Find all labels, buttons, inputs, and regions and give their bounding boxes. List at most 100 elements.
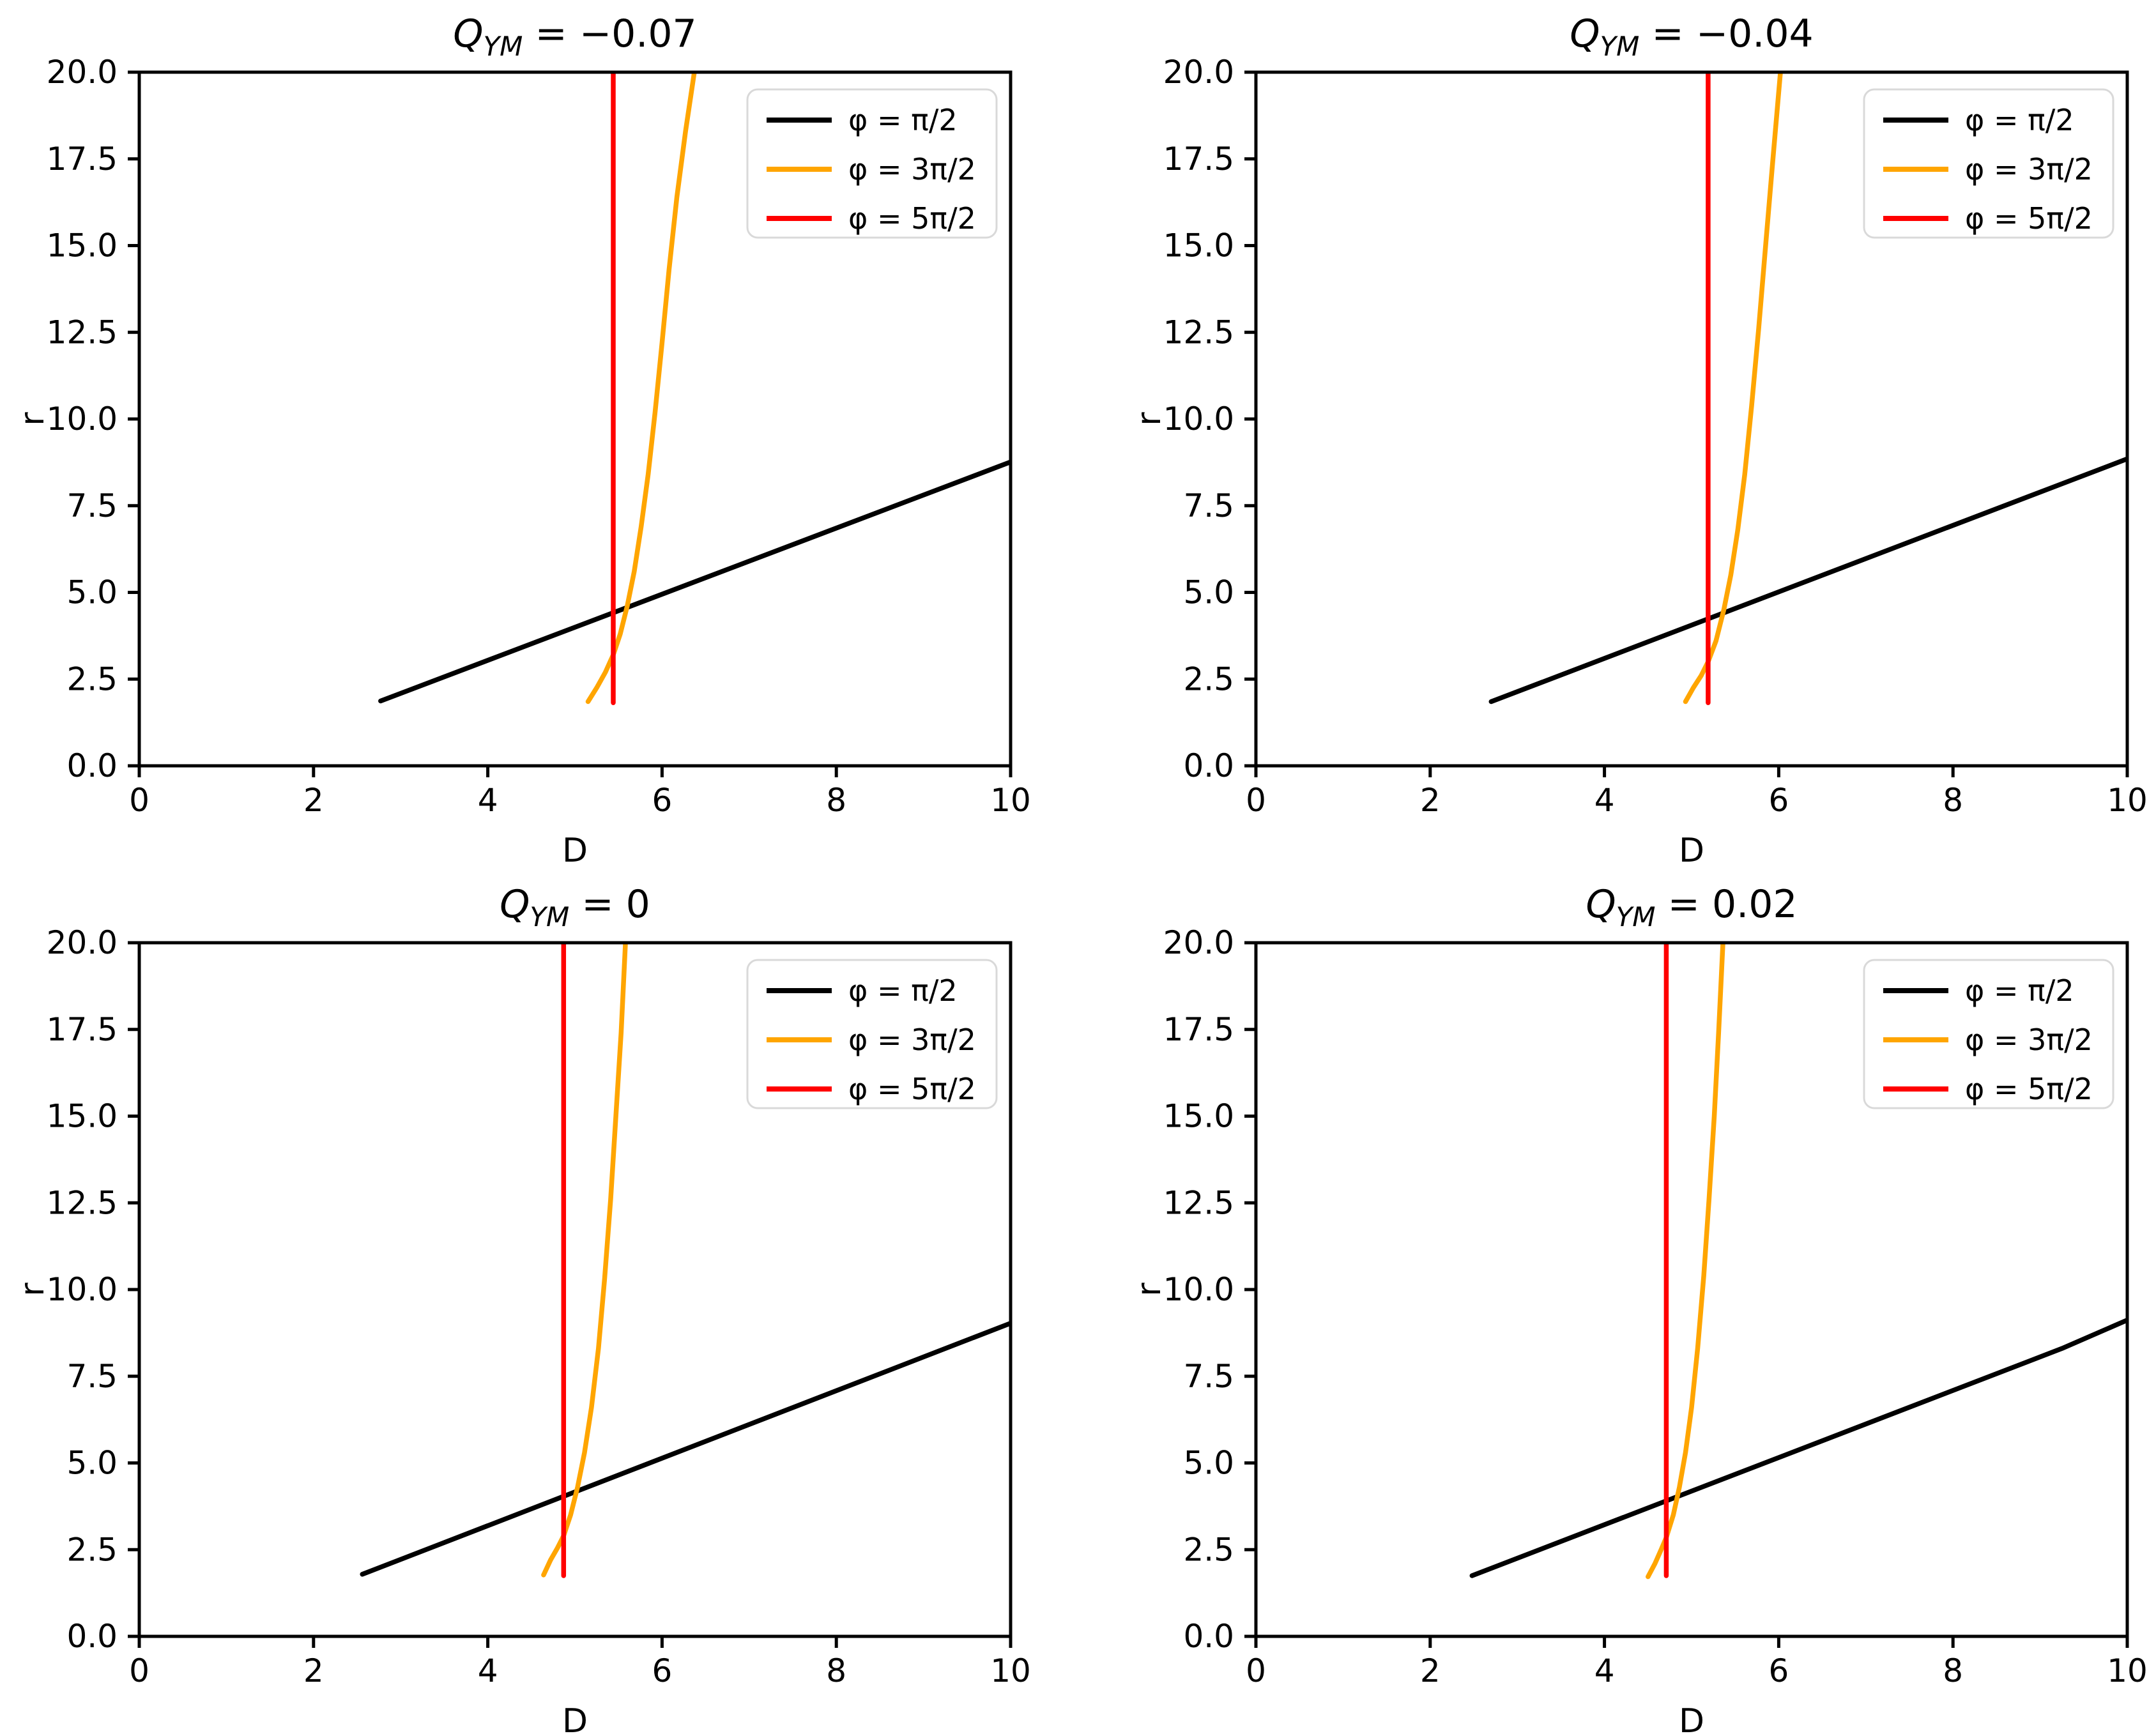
y-tick-label: 5.0 (1183, 574, 1234, 611)
y-tick-label: 17.5 (1163, 1011, 1234, 1048)
y-tick-label: 15.0 (47, 1098, 118, 1135)
series-line-phi-pi-2 (360, 1320, 1011, 1577)
legend-label: φ = 5π/2 (848, 1072, 976, 1106)
legend-label: φ = 3π/2 (1965, 152, 2093, 187)
x-axis-label: D (562, 832, 588, 870)
y-tick-label: 0.0 (66, 747, 118, 784)
y-tick-label: 2.5 (66, 1531, 118, 1568)
x-tick-label: 0 (129, 1652, 149, 1689)
y-tick-label: 20.0 (47, 54, 118, 91)
x-tick-label: 0 (1246, 1652, 1266, 1689)
subplot-title: QYM = 0 (500, 882, 650, 933)
legend-frame (746, 88, 998, 239)
legend-label: φ = 5π/2 (1965, 1072, 2093, 1106)
x-tick-label: 2 (1420, 1652, 1441, 1689)
x-tick-label: 8 (1943, 782, 1963, 819)
legend-label: φ = 5π/2 (848, 201, 976, 236)
x-tick-label: 2 (303, 1652, 324, 1689)
y-tick-label: 15.0 (47, 227, 118, 264)
y-tick-label: 10.0 (47, 1271, 118, 1308)
x-tick-label: 10 (2107, 782, 2148, 819)
y-tick-label: 20.0 (47, 924, 118, 961)
y-tick-label: 17.5 (47, 141, 118, 178)
x-tick-label: 0 (129, 782, 149, 819)
legend: φ = π/2 φ = 3π/2 φ = 5π/2 (1863, 88, 2114, 239)
y-tick-label: 12.5 (47, 314, 118, 351)
legend-label: φ = 5π/2 (1965, 201, 2093, 236)
x-tick-label: 4 (1594, 782, 1615, 819)
x-tick-label: 6 (1768, 782, 1789, 819)
y-tick-label: 12.5 (1163, 314, 1234, 351)
x-tick-label: 0 (1246, 782, 1266, 819)
y-tick-label: 0.0 (1183, 1618, 1234, 1655)
series-line-phi-3pi-2 (585, 72, 697, 704)
y-tick-label: 5.0 (1183, 1445, 1234, 1482)
y-tick-label: 12.5 (47, 1184, 118, 1221)
legend: φ = π/2 φ = 3π/2 φ = 5π/2 (746, 88, 998, 239)
y-tick-label: 7.5 (1183, 1358, 1234, 1395)
x-tick-label: 10 (2107, 1652, 2148, 1689)
x-tick-label: 8 (826, 1652, 846, 1689)
legend: φ = π/2 φ = 3π/2 φ = 5π/2 (1863, 959, 2114, 1109)
x-tick-label: 2 (1420, 782, 1441, 819)
y-axis-label: r (13, 1283, 52, 1297)
x-tick-label: 6 (652, 782, 672, 819)
x-tick-label: 10 (990, 782, 1031, 819)
y-tick-label: 7.5 (66, 487, 118, 524)
y-tick-label: 2.5 (66, 660, 118, 697)
x-tick-label: 4 (478, 1652, 498, 1689)
legend-frame (1863, 88, 2114, 239)
x-tick-label: 2 (303, 782, 324, 819)
subplot-3: 0 2 4 6 8 10 0.0 2.5 5.0 7.5 10.0 12.5 15.0 17.5 20.0 D… (13, 882, 1031, 1736)
y-tick-label: 10.0 (47, 400, 118, 438)
x-tick-label: 4 (478, 782, 498, 819)
series-group (1488, 72, 2127, 705)
legend-label: φ = π/2 (848, 103, 958, 137)
subplot-title: QYM = 0.02 (1586, 882, 1797, 933)
series-line-phi-pi-2 (1488, 456, 2127, 704)
y-axis-label: r (1130, 412, 1168, 426)
x-tick-label: 6 (1768, 1652, 1789, 1689)
legend-frame (1863, 959, 2114, 1109)
y-tick-label: 2.5 (1183, 1531, 1234, 1568)
x-tick-label: 10 (990, 1652, 1031, 1689)
y-tick-label: 7.5 (1183, 487, 1234, 524)
subplot-2: 0 2 4 6 8 10 0.0 2.5 5.0 7.5 10.0 12.5 15.0 17.5 20.0 D… (1130, 11, 2148, 870)
x-axis-label: D (1679, 1702, 1704, 1733)
legend-label: φ = π/2 (1965, 973, 2074, 1008)
series-line-phi-3pi-2 (1646, 943, 1725, 1580)
subplot-title: QYM = −0.07 (453, 11, 696, 62)
y-axis-label: r (13, 412, 52, 426)
series-line-phi-3pi-2 (1683, 72, 1783, 704)
series-group (378, 72, 1011, 705)
series-group (1469, 943, 2127, 1580)
x-axis-label: D (1679, 832, 1704, 870)
legend-frame (746, 959, 998, 1109)
x-tick-label: 6 (652, 1652, 672, 1689)
legend-label: φ = π/2 (1965, 103, 2074, 137)
y-axis-label: r (1130, 1283, 1168, 1297)
subplot-4: 0 2 4 6 8 10 0.0 2.5 5.0 7.5 10.0 12.5 15.0 17.5 20.0 D… (1130, 882, 2148, 1736)
y-tick-label: 17.5 (47, 1011, 118, 1048)
y-tick-label: 15.0 (1163, 227, 1234, 264)
x-tick-label: 8 (1943, 1652, 1963, 1689)
series-line-phi-pi-2 (1469, 1318, 2127, 1578)
y-tick-label: 20.0 (1163, 924, 1234, 961)
series-group (360, 943, 1011, 1578)
legend: φ = π/2 φ = 3π/2 φ = 5π/2 (746, 959, 998, 1109)
y-tick-label: 10.0 (1163, 1271, 1234, 1308)
y-tick-label: 2.5 (1183, 660, 1234, 697)
y-tick-label: 7.5 (66, 1358, 118, 1395)
x-axis-label: D (562, 1702, 588, 1733)
series-line-phi-pi-2 (378, 459, 1011, 704)
legend-label: φ = π/2 (848, 973, 958, 1008)
y-tick-label: 0.0 (1183, 747, 1234, 784)
x-tick-label: 4 (1594, 1652, 1615, 1689)
y-tick-label: 10.0 (1163, 400, 1234, 438)
y-tick-label: 17.5 (1163, 141, 1234, 178)
y-tick-label: 12.5 (1163, 1184, 1234, 1221)
legend-label: φ = 3π/2 (1965, 1023, 2093, 1057)
y-tick-label: 15.0 (1163, 1098, 1234, 1135)
